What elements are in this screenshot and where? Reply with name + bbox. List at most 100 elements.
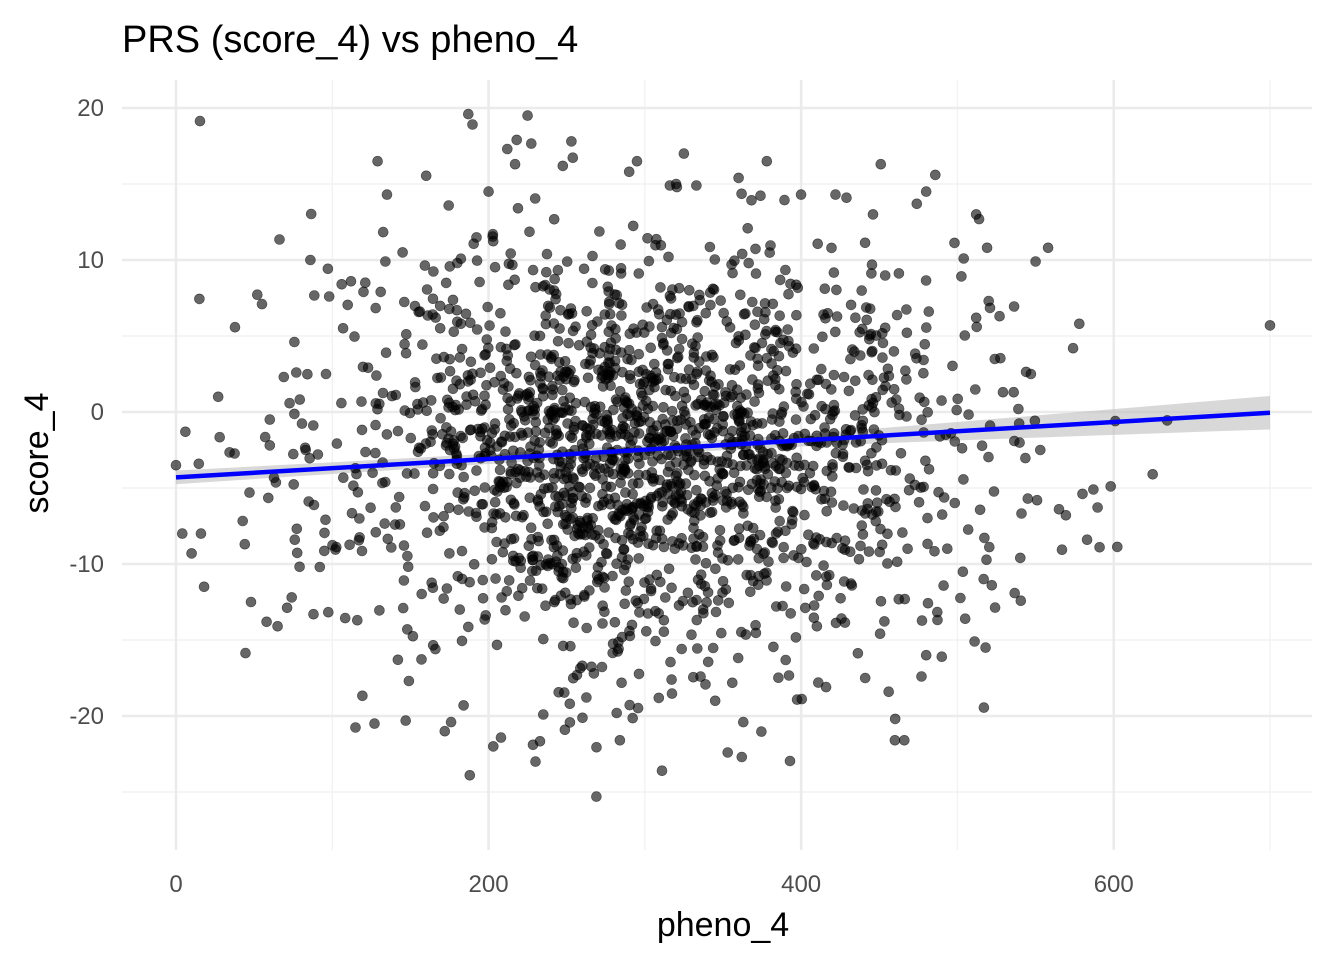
data-point (754, 529, 766, 541)
data-point (846, 580, 858, 591)
data-point (929, 545, 940, 557)
data-point (603, 372, 614, 384)
data-point (412, 446, 424, 458)
data-point (856, 520, 868, 531)
data-point (479, 482, 491, 493)
data-point (468, 558, 480, 570)
data-points (170, 108, 1276, 802)
data-point (224, 447, 235, 458)
data-point (495, 307, 506, 319)
data-point (766, 343, 777, 355)
data-point (936, 651, 948, 663)
data-point (878, 372, 890, 384)
data-point (603, 527, 615, 538)
data-point (358, 286, 369, 298)
data-point (397, 602, 409, 614)
data-point (898, 734, 910, 746)
data-point (393, 491, 405, 503)
data-point (558, 473, 570, 485)
data-point (564, 698, 576, 710)
data-point (380, 347, 392, 359)
data-point (599, 264, 611, 275)
data-point (587, 277, 598, 289)
data-point (854, 350, 866, 361)
data-point (759, 461, 770, 472)
data-point (956, 442, 968, 454)
data-point (375, 286, 387, 298)
data-point (855, 540, 866, 552)
data-point (710, 606, 722, 618)
data-point (522, 110, 533, 121)
data-point (360, 446, 371, 458)
data-point (633, 477, 644, 489)
data-point (515, 555, 527, 567)
y-tick-labels: -20 -10 0 10 20 (69, 95, 104, 730)
data-point (820, 312, 831, 324)
data-point (484, 320, 495, 331)
data-point (606, 454, 618, 466)
data-point (170, 459, 182, 471)
data-point (620, 559, 632, 571)
data-point (288, 479, 300, 490)
data-point (676, 316, 688, 328)
data-point (557, 160, 569, 172)
data-point (720, 387, 731, 398)
data-point (463, 506, 475, 517)
data-point (588, 468, 600, 480)
data-point (598, 496, 610, 508)
data-point (826, 497, 838, 508)
data-point (850, 312, 861, 324)
data-point (633, 428, 645, 439)
data-point (637, 530, 649, 542)
data-point (624, 625, 635, 637)
data-point (820, 681, 832, 693)
data-point (997, 386, 1009, 398)
data-point (400, 347, 412, 359)
data-point (195, 528, 207, 539)
data-point (428, 512, 439, 523)
data-point (799, 602, 811, 614)
data-point (379, 518, 391, 529)
data-point (733, 523, 745, 534)
data-point (416, 588, 428, 600)
data-point (578, 263, 590, 275)
data-point (669, 497, 680, 509)
data-point (278, 371, 290, 383)
data-point (584, 429, 596, 441)
data-point (761, 155, 773, 167)
data-point (666, 510, 677, 521)
data-point (790, 279, 802, 291)
data-point (336, 397, 347, 409)
data-point (874, 628, 886, 640)
data-point (780, 264, 791, 276)
data-point (1074, 318, 1085, 330)
data-point (597, 600, 609, 612)
data-point (786, 518, 798, 530)
data-point (989, 602, 1001, 613)
data-point (229, 321, 241, 333)
data-point (452, 570, 464, 582)
data-point (586, 319, 598, 331)
data-point (410, 381, 421, 393)
data-point (633, 553, 645, 564)
data-point (691, 484, 702, 496)
data-point (706, 432, 718, 444)
data-point (562, 524, 574, 535)
data-point (511, 477, 522, 489)
data-point (642, 233, 653, 244)
data-point (848, 503, 860, 514)
data-point (1077, 488, 1088, 500)
data-point (619, 598, 631, 610)
data-point (290, 367, 302, 378)
data-point (699, 580, 711, 592)
data-point (570, 562, 582, 574)
data-point (701, 397, 713, 408)
data-point (565, 513, 576, 525)
data-point (535, 559, 547, 571)
data-point (650, 635, 661, 647)
data-point (752, 306, 763, 318)
data-point (724, 364, 736, 375)
data-point (451, 316, 463, 328)
data-point (938, 580, 949, 591)
data-point (552, 335, 564, 347)
